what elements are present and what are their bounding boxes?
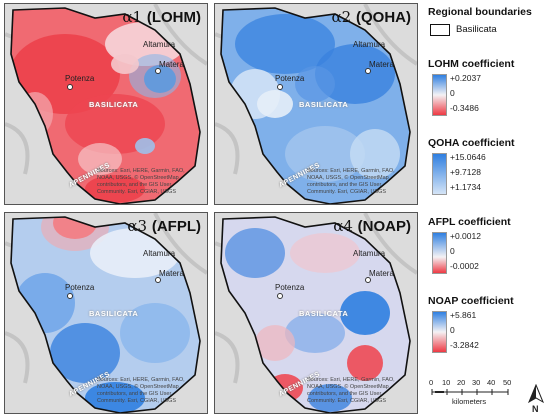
panel-symbol: α3 xyxy=(127,217,148,235)
city-marker xyxy=(277,293,283,299)
map-panel-afpl[interactable]: α3 (AFPL) Potenza Matera Altamura BASILI… xyxy=(4,212,208,414)
legend-qoha-min: +1.1734 xyxy=(450,182,481,192)
legend-lohm-max: +0.2037 xyxy=(450,73,481,83)
panel-title-lohm: α1 (LOHM) xyxy=(122,8,201,26)
legend-noap-ramp xyxy=(432,311,447,353)
city-label-potenza: Potenza xyxy=(275,74,305,83)
map-canvas-lohm xyxy=(5,4,207,204)
map-panel-lohm[interactable]: α1 (LOHM) Potenza Matera Altamura BASILI… xyxy=(4,3,208,205)
legend-afpl-max: +0.0012 xyxy=(450,231,481,241)
legend-noap-mid: 0 xyxy=(450,325,455,335)
panel-symbol: α1 xyxy=(122,8,143,26)
map-credits: Sources: Esri, HERE, Garmin, FAO, NOAA, … xyxy=(307,168,395,195)
map-panel-noap[interactable]: α4 (NOAP) Potenza Matera Altamura BASILI… xyxy=(214,212,418,414)
city-label-altamura: Altamura xyxy=(143,40,176,49)
panel-title-afpl: α3 (AFPL) xyxy=(127,217,201,235)
map-canvas-noap xyxy=(215,213,417,413)
city-label-matera: Matera xyxy=(159,269,184,278)
city-marker xyxy=(277,84,283,90)
north-label: N xyxy=(532,404,539,414)
panel-title-noap: α4 (NOAP) xyxy=(333,217,411,235)
legend-noap-max: +5.861 xyxy=(450,310,477,320)
legend-lohm-title: LOHM coefficient xyxy=(428,58,515,70)
legend-lohm-min: -0.3486 xyxy=(450,103,479,113)
city-label-altamura: Altamura xyxy=(353,40,386,49)
map-canvas-qoha xyxy=(215,4,417,204)
panel-label: (NOAP) xyxy=(357,218,411,235)
scale-tick: 40 xyxy=(487,378,496,387)
scale-tick: 50 xyxy=(503,378,512,387)
city-label-potenza: Potenza xyxy=(65,283,95,292)
legend-qoha-mid: +9.7128 xyxy=(450,167,481,177)
panel-title-qoha: α2 (QOHA) xyxy=(332,8,411,26)
city-marker xyxy=(155,277,161,283)
city-label-potenza: Potenza xyxy=(65,74,95,83)
legend-lohm-ramp xyxy=(432,74,447,116)
legend-boundaries-title: Regional boundaries xyxy=(428,6,532,18)
city-label-matera: Matera xyxy=(369,60,394,69)
map-credits: Sources: Esri, HERE, Garmin, FAO, NOAA, … xyxy=(97,168,185,195)
region-label: BASILICATA xyxy=(299,309,349,318)
city-marker xyxy=(365,68,371,74)
region-label: BASILICATA xyxy=(89,100,139,109)
panel-label: (AFPL) xyxy=(151,218,201,235)
city-marker xyxy=(365,277,371,283)
legend-qoha-max: +15.0646 xyxy=(450,152,486,162)
region-label: BASILICATA xyxy=(299,100,349,109)
legend-noap-title: NOAP coefficient xyxy=(428,295,514,307)
city-label-matera: Matera xyxy=(369,269,394,278)
city-label-altamura: Altamura xyxy=(143,249,176,258)
map-canvas-afpl xyxy=(5,213,207,413)
city-label-matera: Matera xyxy=(159,60,184,69)
map-panel-qoha[interactable]: α2 (QOHA) Potenza Matera Altamura BASILI… xyxy=(214,3,418,205)
panel-label: (LOHM) xyxy=(146,9,201,26)
boundary-swatch xyxy=(430,24,450,36)
city-marker xyxy=(67,84,73,90)
city-label-potenza: Potenza xyxy=(275,283,305,292)
legend-noap-min: -3.2842 xyxy=(450,340,479,350)
region-label: BASILICATA xyxy=(89,309,139,318)
legend-afpl-ramp xyxy=(432,232,447,274)
legend-afpl-min: -0.0002 xyxy=(450,261,479,271)
legend-afpl-mid: 0 xyxy=(450,246,455,256)
panel-symbol: α4 xyxy=(333,217,353,235)
city-marker xyxy=(67,293,73,299)
legend-afpl-title: AFPL coefficient xyxy=(428,216,511,228)
scale-unit: kilometers xyxy=(452,397,487,406)
scale-tick: 0 xyxy=(429,378,434,387)
map-credits: Sources: Esri, HERE, Garmin, FAO, NOAA, … xyxy=(307,377,395,404)
scale-tick: 30 xyxy=(472,378,481,387)
map-credits: Sources: Esri, HERE, Garmin, FAO, NOAA, … xyxy=(97,377,185,404)
legend-qoha-ramp xyxy=(432,153,447,195)
scale-tick: 20 xyxy=(457,378,466,387)
scale-bar-graphic xyxy=(431,389,509,395)
scale-tick: 10 xyxy=(442,378,451,387)
legend-boundary-item: Basilicata xyxy=(456,24,497,35)
panel-label: (QOHA) xyxy=(356,9,411,26)
legend-qoha-title: QOHA coefficient xyxy=(428,137,515,149)
panel-symbol: α2 xyxy=(331,8,352,26)
north-arrow-icon xyxy=(527,384,545,404)
legend-lohm-mid: 0 xyxy=(450,88,455,98)
scale-bar: 0 10 20 30 40 50 kilometers xyxy=(428,378,514,408)
city-label-altamura: Altamura xyxy=(353,249,386,258)
city-marker xyxy=(155,68,161,74)
